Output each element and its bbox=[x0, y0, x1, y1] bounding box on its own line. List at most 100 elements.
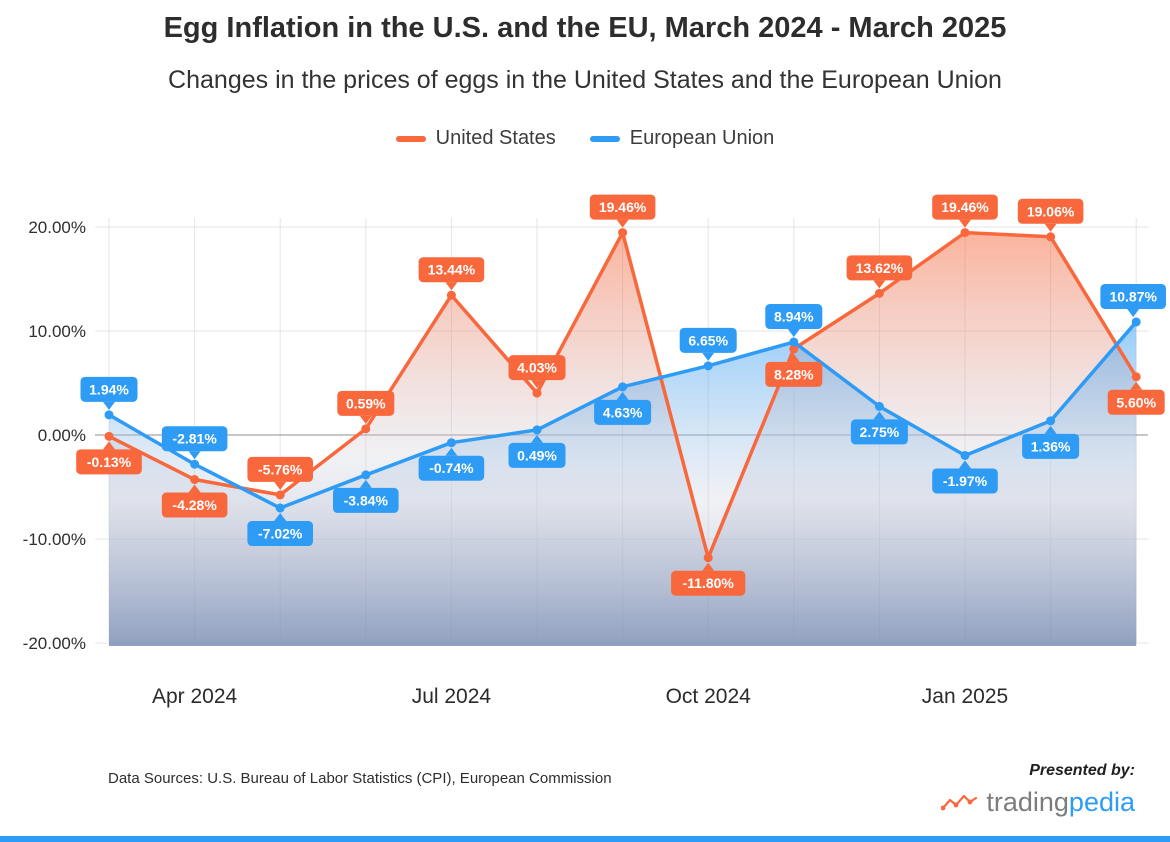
eu-data-point bbox=[190, 459, 200, 469]
eu-data-label-text: -3.84% bbox=[344, 492, 389, 508]
brand-logo: tradingpedia bbox=[941, 787, 1135, 818]
eu-data-point bbox=[960, 450, 970, 460]
legend-label: European Union bbox=[629, 127, 775, 149]
eu-data-label-bubble bbox=[1100, 283, 1166, 309]
us-data-label-text: 4.03% bbox=[517, 360, 557, 376]
us-data-point bbox=[1131, 372, 1141, 382]
us-data-label-bubble bbox=[765, 361, 823, 387]
us-data-label-pointer bbox=[188, 484, 201, 493]
y-tick-label: 20.00% bbox=[28, 218, 86, 237]
us-data-label-text: -11.80% bbox=[683, 575, 735, 591]
us-data-label-bubble bbox=[671, 570, 746, 596]
us-data-label-text: 13.44% bbox=[428, 262, 476, 278]
us-data-label-text: -0.13% bbox=[87, 454, 132, 470]
us-data-label-text: -4.28% bbox=[172, 497, 217, 513]
eu-data-label-pointer bbox=[445, 447, 458, 456]
eu-data-label-pointer bbox=[188, 451, 201, 460]
us-data-label-text: 8.28% bbox=[774, 366, 814, 382]
eu-data-label-bubble bbox=[594, 399, 652, 425]
eu-data-label-pointer bbox=[616, 391, 629, 400]
eu-data-label-text: 2.75% bbox=[860, 424, 900, 440]
legend-swatch bbox=[589, 135, 620, 142]
us-data-point bbox=[446, 290, 456, 300]
eu-data-label-bubble bbox=[247, 521, 313, 547]
y-tick-label: 10.00% bbox=[28, 322, 86, 341]
eu-data-label-text: -2.81% bbox=[172, 431, 217, 447]
us-data-label-bubble bbox=[418, 257, 485, 283]
us-data-label-bubble bbox=[589, 194, 656, 220]
us-data-label-text: 5.60% bbox=[1116, 394, 1156, 410]
x-tick-label: Oct 2024 bbox=[666, 685, 752, 708]
eu-data-label-pointer bbox=[359, 479, 372, 488]
eu-data-label-bubble bbox=[161, 426, 228, 452]
us-data-point bbox=[618, 228, 628, 238]
eu-data-label-bubble bbox=[333, 487, 399, 513]
eu-data-label-bubble bbox=[508, 442, 566, 468]
y-tick-label: 0.00% bbox=[38, 426, 86, 445]
us-data-point bbox=[960, 228, 970, 238]
us-data-point bbox=[874, 288, 884, 298]
eu-data-label-pointer bbox=[702, 352, 715, 361]
us-data-label-bubble bbox=[1017, 198, 1084, 224]
eu-data-label-bubble bbox=[932, 468, 998, 494]
eu-data-label-text: -1.97% bbox=[943, 473, 988, 489]
us-data-label-pointer bbox=[445, 282, 458, 291]
eu-data-label-pointer bbox=[103, 401, 115, 410]
us-data-label-bubble bbox=[247, 456, 313, 482]
legend-label: United States bbox=[435, 127, 556, 149]
us-data-label-text: -5.76% bbox=[258, 461, 303, 477]
us-data-label-bubble bbox=[508, 355, 566, 381]
us-data-label-pointer bbox=[787, 353, 800, 362]
bottom-accent-bar bbox=[0, 836, 1170, 842]
eu-data-label-pointer bbox=[959, 460, 971, 469]
x-tick-label: Jul 2024 bbox=[412, 685, 492, 708]
legend-item-united-states: United States bbox=[395, 127, 556, 150]
eu-data-label-pointer bbox=[787, 329, 800, 338]
eu-data-label-text: -7.02% bbox=[258, 526, 303, 542]
us-data-label-pointer bbox=[616, 219, 629, 228]
eu-data-point bbox=[874, 401, 884, 411]
eu-data-label-pointer bbox=[274, 513, 287, 522]
us-data-point bbox=[104, 431, 114, 441]
us-data-point bbox=[361, 424, 371, 434]
eu-data-label-text: -0.74% bbox=[429, 460, 474, 476]
us-data-point bbox=[1046, 232, 1056, 242]
us-data-label-text: 19.46% bbox=[599, 199, 647, 215]
legend: United States European Union bbox=[0, 127, 1170, 150]
page-subtitle: Changes in the prices of eggs in the Uni… bbox=[168, 66, 1002, 94]
eu-data-point bbox=[618, 382, 628, 392]
x-tick-label: Apr 2024 bbox=[152, 685, 238, 708]
us-data-label-bubble bbox=[161, 492, 228, 518]
eu-data-point bbox=[532, 425, 542, 435]
us-data-label-bubble bbox=[337, 390, 395, 416]
eu-data-point bbox=[1046, 416, 1056, 426]
eu-data-label-text: 0.49% bbox=[517, 447, 557, 463]
us-data-point bbox=[190, 475, 200, 485]
eu-data-label-bubble bbox=[1022, 433, 1080, 459]
us-data-label-pointer bbox=[1130, 381, 1143, 390]
eu-data-label-text: 1.94% bbox=[89, 381, 129, 397]
eu-data-label-bubble bbox=[80, 376, 138, 402]
eu-data-label-pointer bbox=[1127, 308, 1140, 317]
brand-chart-icon bbox=[941, 794, 978, 810]
eu-data-label-pointer bbox=[1044, 425, 1057, 434]
eu-data-point bbox=[275, 503, 285, 513]
brand-name-trading: trading bbox=[986, 787, 1069, 817]
legend-swatch bbox=[395, 135, 426, 142]
us-data-label-text: 13.62% bbox=[856, 260, 904, 276]
eu-data-label-bubble bbox=[418, 455, 485, 481]
eu-data-point bbox=[446, 438, 456, 448]
eu-data-label-bubble bbox=[765, 304, 823, 330]
us-data-label-pointer bbox=[959, 219, 971, 228]
eu-data-label-pointer bbox=[531, 434, 543, 443]
us-data-label-pointer bbox=[531, 380, 543, 389]
eu-data-point bbox=[104, 410, 114, 420]
us-data-label-bubble bbox=[846, 255, 913, 281]
us-data-label-bubble bbox=[1107, 389, 1165, 415]
us-data-label-pointer bbox=[359, 415, 372, 424]
us-data-point bbox=[275, 490, 285, 500]
eu-data-label-text: 1.36% bbox=[1031, 438, 1071, 454]
data-sources-note: Data Sources: U.S. Bureau of Labor Stati… bbox=[108, 770, 612, 787]
